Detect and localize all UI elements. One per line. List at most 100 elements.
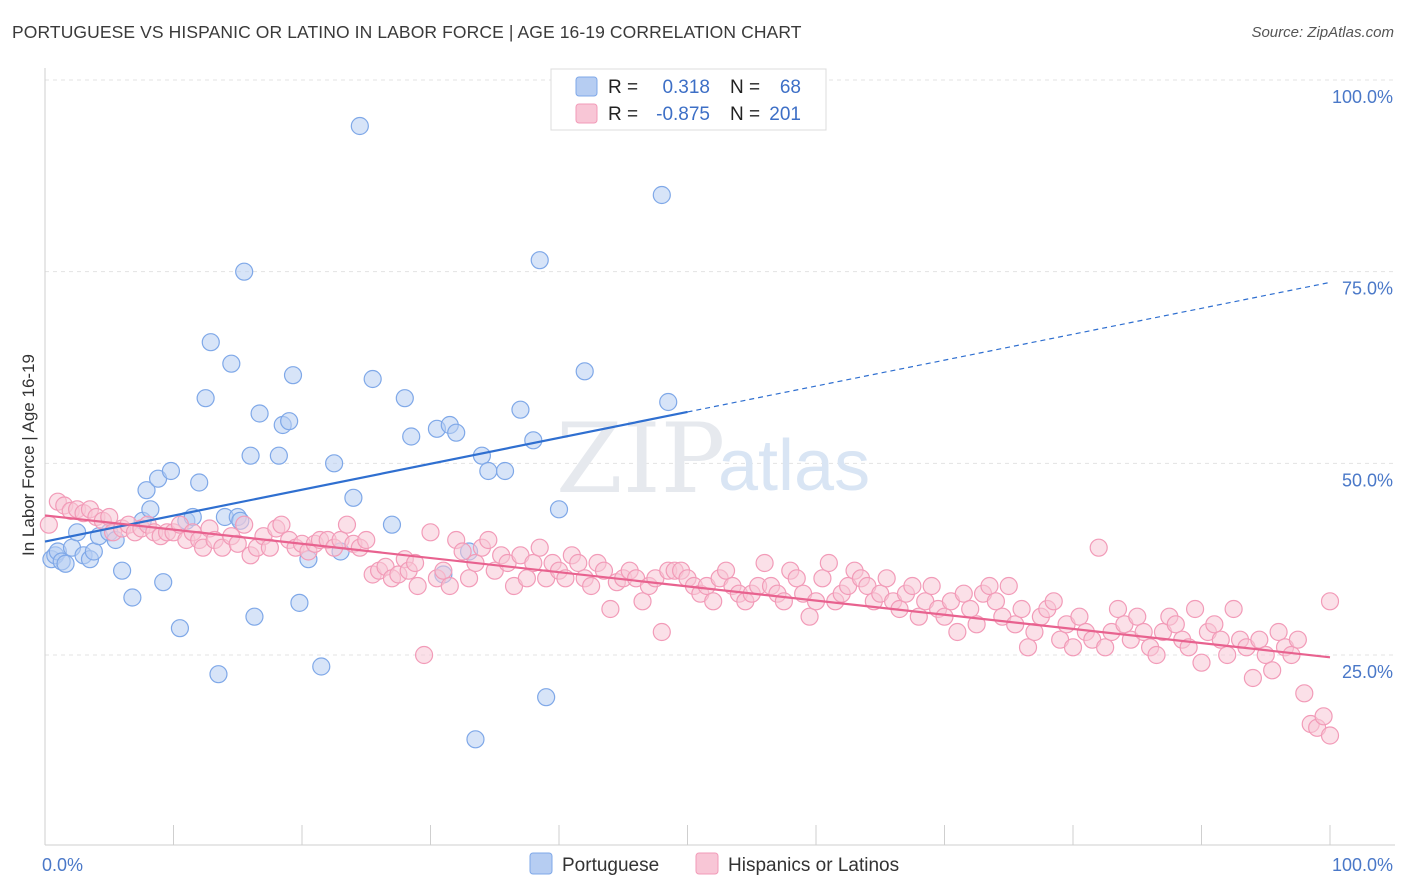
x-tick-label-0: 0.0% [42, 855, 83, 875]
portuguese-point-58 [479, 461, 498, 481]
hispanic-point-182 [1205, 615, 1224, 634]
hispanic-point-122 [819, 553, 838, 573]
hispanic-point-87 [594, 561, 614, 580]
hispanic-point-148 [986, 592, 1006, 611]
portuguese-point-17 [141, 500, 160, 519]
portuguese-point-42 [312, 657, 331, 676]
hispanic-point-179 [1185, 599, 1205, 619]
portuguese-point-46 [350, 116, 369, 136]
portuguese-point-36 [269, 446, 288, 465]
portuguese-point-27 [209, 665, 228, 684]
portuguese-point-34 [245, 607, 264, 626]
y-axis-label: In Labor Force | Age 16-19 [19, 354, 38, 556]
portuguese-point-19 [154, 573, 173, 592]
hispanic-point-150 [999, 576, 1018, 596]
portuguese-point-64 [549, 500, 569, 519]
hispanic-point-189 [1250, 630, 1269, 649]
hispanic-point-121 [813, 569, 832, 588]
portuguese-trend-extension [687, 281, 1331, 413]
hispanic-point-185 [1224, 599, 1243, 619]
hispanic-point-75 [517, 569, 536, 588]
portuguese-point-14 [123, 588, 142, 607]
portuguese-point-47 [363, 369, 382, 389]
hispanic-point-165 [1096, 638, 1115, 657]
portuguese-point-45 [344, 488, 363, 507]
hispanic-point-176 [1166, 615, 1185, 634]
hispanic-point-46 [337, 515, 357, 534]
portuguese-point-6 [68, 523, 87, 542]
hispanic-point-201 [1320, 592, 1340, 611]
legend-n-value-2: 201 [769, 104, 801, 125]
hispanic-point-85 [582, 576, 601, 596]
legend-n-label-2: N = [730, 104, 760, 125]
hispanic-point-36 [272, 515, 291, 534]
hispanic-point-119 [800, 607, 819, 626]
portuguese-point-21 [170, 619, 190, 638]
legend-swatch-portuguese [575, 76, 598, 97]
legend-r-value-1: 0.318 [662, 77, 710, 98]
hispanic-point-63 [440, 576, 459, 596]
portuguese-point-20 [161, 461, 181, 481]
hispanic-point-164 [1089, 538, 1108, 557]
portuguese-point-48 [382, 515, 402, 534]
legend-n-value-1: 68 [780, 77, 801, 98]
y-tick-label-0: 100.0% [1332, 87, 1393, 107]
hispanic-point-143 [954, 584, 973, 603]
y-tick-label-3: 25.0% [1342, 662, 1393, 682]
hispanic-point-83 [569, 553, 588, 573]
portuguese-point-60 [511, 400, 530, 419]
portuguese-point-9 [84, 542, 103, 561]
chart-source: Source: ZipAtlas.com [1251, 24, 1394, 41]
hispanic-point-170 [1128, 607, 1147, 626]
portuguese-point-13 [112, 561, 132, 580]
portuguese-point-62 [530, 251, 549, 270]
portuguese-point-4 [56, 554, 75, 573]
hispanic-point-161 [1070, 607, 1089, 626]
hispanic-point-34 [260, 538, 279, 557]
hispanic-point-69 [479, 530, 498, 550]
hispanic-point-96 [652, 622, 671, 642]
legend-r-label-2: R = [608, 104, 638, 125]
portuguese-point-63 [537, 688, 556, 707]
legend-r-value-2: -0.875 [656, 104, 710, 125]
hispanic-point-0 [39, 515, 58, 534]
hispanic-point-200 [1320, 726, 1340, 745]
portuguese-point-24 [190, 473, 209, 492]
hispanic-point-154 [1025, 622, 1044, 642]
portuguese-point-49 [395, 389, 414, 408]
y-tick-label-1: 75.0% [1342, 279, 1393, 299]
hispanic-point-147 [980, 576, 999, 596]
hispanic-point-167 [1108, 599, 1128, 619]
legend-swatch-hispanic [575, 103, 598, 124]
hispanic-point-160 [1063, 638, 1083, 657]
trend-lines [44, 281, 1331, 659]
hispanic-point-145 [967, 615, 986, 634]
watermark-atlas: atlas [718, 426, 870, 506]
hispanic-point-60 [421, 523, 440, 542]
hispanic-point-112 [755, 553, 774, 573]
axes [44, 68, 1395, 846]
hispanic-point-30 [235, 515, 254, 534]
hispanic-point-62 [434, 561, 453, 580]
hispanic-point-144 [961, 599, 980, 619]
hispanic-trend-line [44, 514, 1331, 659]
hispanic-point-142 [948, 622, 967, 642]
portuguese-point-56 [466, 730, 485, 749]
portuguese-point-35 [250, 404, 269, 423]
portuguese-point-16 [137, 481, 156, 500]
hispanic-point-199 [1314, 707, 1333, 726]
portuguese-point-67 [659, 392, 678, 412]
portuguese-point-50 [402, 427, 421, 446]
hispanic-point-135 [903, 576, 922, 596]
series-label-hispanic: Hispanics or Latinos [728, 855, 899, 876]
portuguese-point-32 [235, 262, 254, 281]
chart-title: PORTUGUESE VS HISPANIC OR LATINO IN LABO… [12, 22, 802, 42]
hispanic-point-180 [1192, 653, 1211, 672]
hispanic-point-93 [633, 592, 652, 611]
hispanic-point-195 [1288, 630, 1307, 649]
hispanic-point-76 [524, 553, 543, 573]
portuguese-point-43 [325, 454, 344, 473]
hispanic-point-88 [601, 599, 620, 619]
portuguese-point-39 [283, 366, 303, 385]
portuguese-point-65 [575, 362, 594, 381]
